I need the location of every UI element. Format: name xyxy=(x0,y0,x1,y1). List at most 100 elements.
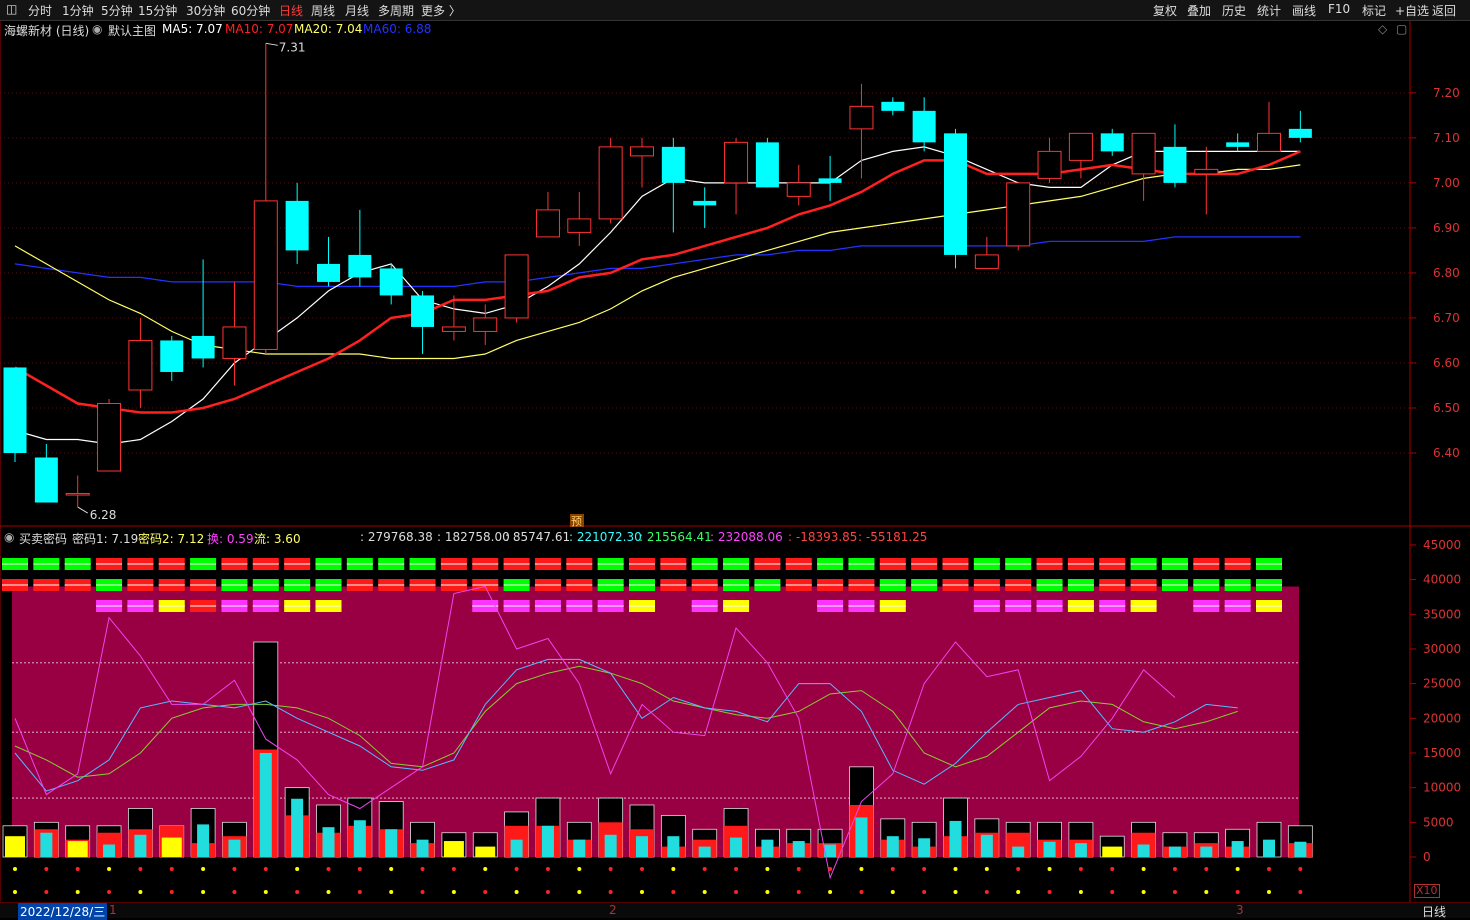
signal-dot xyxy=(514,890,519,894)
volume-tick-label: 30000 xyxy=(1423,642,1461,656)
volume-bar-cyan xyxy=(980,834,993,857)
volume-tick-label: 35000 xyxy=(1423,607,1461,621)
signal-dot xyxy=(1016,867,1021,871)
volume-bar-cyan xyxy=(228,839,241,857)
main-indicator-label[interactable]: 默认主图 xyxy=(108,24,157,38)
sub-indicator-name[interactable]: 买卖密码 xyxy=(19,532,68,546)
toolbar-button-6[interactable]: 标记 xyxy=(1362,4,1387,18)
signal-dot xyxy=(1172,890,1177,894)
month-marker-2: 2 xyxy=(609,903,617,917)
volume-bar-cyan xyxy=(541,825,554,857)
volume-bar-cyan xyxy=(698,846,711,857)
candle-body xyxy=(128,339,153,391)
signal-dot xyxy=(295,890,300,894)
candle-body xyxy=(34,457,58,503)
low-pointer xyxy=(77,506,88,514)
signal-dot xyxy=(169,890,174,894)
toolbar-button-5[interactable]: F10 xyxy=(1328,2,1351,16)
price-tick-label: 6.40 xyxy=(1433,446,1460,460)
signal-dot xyxy=(859,890,864,894)
candle-body xyxy=(504,254,529,319)
window-icon[interactable]: ▢ xyxy=(1396,22,1408,36)
signal-dot xyxy=(577,867,582,871)
candle-body xyxy=(786,182,811,197)
candle-body xyxy=(348,254,372,278)
candle-body xyxy=(1068,132,1093,161)
period-label[interactable]: 日线 xyxy=(1422,905,1447,919)
period-tab-7[interactable]: 周线 xyxy=(311,4,336,18)
toolbar-button-2[interactable]: 历史 xyxy=(1222,4,1247,18)
candle-body xyxy=(160,340,184,372)
signal-dot xyxy=(1110,867,1115,871)
high-label: 7.31 xyxy=(279,40,306,54)
candle-body xyxy=(1163,146,1187,183)
ma20-line xyxy=(14,164,1301,360)
volume-bar-cyan xyxy=(134,834,147,857)
ma5-label: MA5: 7.07 xyxy=(162,22,223,36)
volume-bar-cyan xyxy=(353,820,366,857)
volume-tick-label: 15000 xyxy=(1423,746,1461,760)
period-tab-8[interactable]: 月线 xyxy=(345,4,370,18)
collapse-icon[interactable]: ◉ xyxy=(92,22,103,36)
period-tab-2[interactable]: 5分钟 xyxy=(101,4,133,18)
candle-body xyxy=(1131,132,1156,175)
toolbar-button-4[interactable]: 画线 xyxy=(1292,4,1317,18)
signal-dot xyxy=(107,867,112,871)
period-tab-3[interactable]: 15分钟 xyxy=(138,4,178,18)
sub-collapse-icon[interactable]: ◉ xyxy=(4,530,15,544)
candle-body xyxy=(473,317,498,332)
period-tab-6[interactable]: 日线 xyxy=(279,4,304,18)
signal-dot xyxy=(1267,890,1271,894)
candle-body xyxy=(724,141,749,184)
volume-tick-label: 20000 xyxy=(1423,711,1461,725)
volume-bar-cyan xyxy=(761,839,774,857)
period-tab-4[interactable]: 30分钟 xyxy=(186,4,226,18)
ma60-line xyxy=(14,236,1301,287)
volume-bar-cyan xyxy=(604,834,617,857)
signal-dot xyxy=(514,867,519,871)
signal-dot xyxy=(451,890,456,894)
signal-dot xyxy=(389,890,394,894)
toolbar-button-3[interactable]: 统计 xyxy=(1257,4,1282,18)
candle-body xyxy=(379,268,403,296)
signal-dot xyxy=(1141,890,1146,894)
signal-dot xyxy=(138,890,143,894)
signal-dot xyxy=(326,890,331,894)
volume-bar-cyan xyxy=(416,839,429,857)
candle-body xyxy=(317,263,340,282)
volume-bar-yellow xyxy=(161,837,182,857)
candle-body xyxy=(1100,133,1124,152)
signal-dot xyxy=(44,890,49,894)
turnover-label: 换: 0.59 xyxy=(207,532,254,546)
price-tick-label: 7.10 xyxy=(1433,131,1460,145)
toolbar-button-8[interactable]: 返回 xyxy=(1432,4,1457,18)
period-tab-5[interactable]: 60分钟 xyxy=(231,4,271,18)
ma10-label: MA10: 7.07 xyxy=(225,22,294,36)
period-tab-9[interactable]: 多周期 xyxy=(378,4,415,18)
toolbar-button-0[interactable]: 复权 xyxy=(1153,4,1178,18)
volume-bar-cyan xyxy=(322,827,335,857)
period-tab-1[interactable]: 1分钟 xyxy=(62,4,94,18)
zoom-label[interactable]: X10 xyxy=(1414,884,1440,898)
period-tab-10[interactable]: 更多 〉 xyxy=(421,4,461,18)
value-6: : 232088.06 xyxy=(710,530,783,544)
signal-dot xyxy=(1110,890,1115,894)
signal-dot xyxy=(702,890,707,894)
signal-dot xyxy=(483,867,488,871)
diamond-icon[interactable]: ◇ xyxy=(1378,22,1388,36)
price-tick-label: 6.90 xyxy=(1433,221,1460,235)
candle-body xyxy=(65,493,90,496)
volume-bar-cyan xyxy=(1263,839,1275,857)
signal-dot xyxy=(640,890,644,894)
signal-dot xyxy=(984,890,989,894)
volume-bar-cyan xyxy=(949,820,962,857)
chart-area: 7.20 7.10 7.00 6.90 6.80 6.70 6.60 6.50 6.40 7.31… xyxy=(0,21,1470,902)
ma20-label: MA20: 7.04 xyxy=(294,22,363,36)
code2-label: 密码2: 7.12 xyxy=(138,532,205,546)
toolbar-button-7[interactable]: +自选 xyxy=(1395,4,1430,18)
toolbar-button-1[interactable]: 叠加 xyxy=(1187,4,1212,18)
period-tab-0[interactable]: 分时 xyxy=(28,4,53,18)
signal-dot xyxy=(420,890,425,894)
volume-bar-yellow xyxy=(5,836,25,857)
menu-icon[interactable]: ◫ xyxy=(6,2,18,16)
